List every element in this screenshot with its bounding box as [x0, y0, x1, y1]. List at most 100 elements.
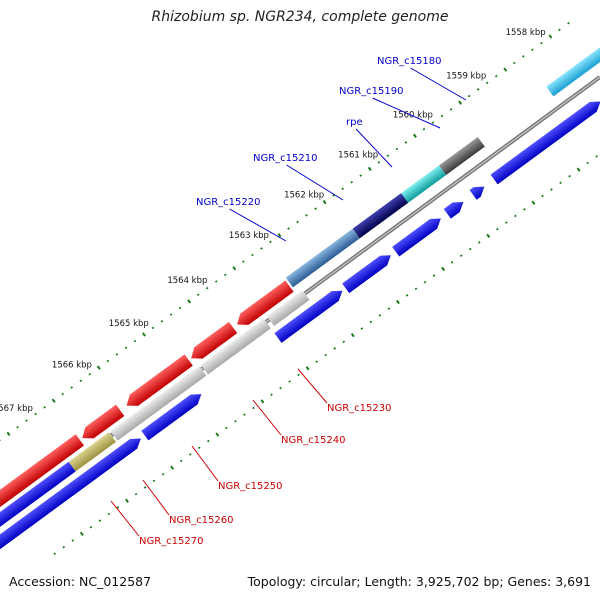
scale-tick: [16, 425, 19, 429]
reverse-strand-track: [0, 280, 294, 553]
gene-feature-bar[interactable]: [401, 165, 447, 203]
scale-tick: [387, 307, 391, 310]
scale-tick: [107, 512, 111, 516]
scale-tick: [541, 194, 544, 198]
scale-tick: [458, 100, 463, 105]
gene-label[interactable]: NGR_c15230: [327, 403, 392, 414]
kbp-label: 1562 kbp: [284, 190, 324, 200]
scale-tick: [523, 208, 526, 211]
scale-tick: [322, 199, 327, 205]
gene-feature-bar[interactable]: [0, 461, 76, 571]
scale-tick: [450, 261, 454, 264]
gene-leader-line: [297, 368, 328, 404]
scale-tick: [151, 326, 155, 330]
scale-tick: [531, 200, 536, 205]
scale-tick: [188, 453, 192, 456]
forward-arrow: [392, 218, 441, 257]
gene-leader-line: [142, 479, 170, 516]
gene-leader-line: [410, 67, 467, 101]
gene-leader-line: [355, 128, 393, 168]
accession-label: Accession: NC_012587: [9, 574, 152, 589]
scale-tick: [161, 473, 165, 476]
scale-tick: [550, 188, 553, 191]
gene-feature-bar[interactable]: [110, 365, 207, 441]
scale-tick: [53, 552, 57, 556]
scale-tick: [468, 247, 472, 251]
scale-tick: [287, 227, 290, 230]
scale-tick: [431, 121, 435, 124]
scale-tick: [440, 114, 444, 118]
scale-tick: [332, 194, 335, 197]
scale-tick: [449, 108, 453, 111]
scale-tick: [251, 253, 254, 257]
kbp-label: 1567 kbp: [0, 404, 33, 414]
gene-feature-bar[interactable]: [68, 432, 117, 472]
scale-tick: [206, 439, 210, 443]
gene-feature-bar[interactable]: [439, 136, 485, 176]
scale-tick: [106, 359, 110, 363]
scale-tick: [360, 327, 364, 330]
gene-label[interactable]: NGR_c15260: [169, 515, 234, 526]
feature-bars: [0, 30, 600, 571]
scale-tick: [133, 339, 137, 343]
scale-tick: [115, 353, 119, 356]
scale-tick: [485, 81, 489, 85]
kbp-label: 1561 kbp: [338, 151, 378, 161]
scale-tick: [505, 221, 508, 224]
kbp-label: 1564 kbp: [167, 276, 207, 286]
scale-tick: [6, 431, 11, 437]
scale-tick: [423, 280, 427, 284]
gene-label[interactable]: NGR_c15220: [196, 197, 261, 208]
scale-tick: [96, 365, 101, 370]
gene-leader-line: [286, 164, 344, 201]
reverse-arrow: [0, 434, 84, 553]
gene-label[interactable]: NGR_c15180: [377, 56, 442, 67]
gene-label[interactable]: rpe: [346, 117, 363, 128]
scale-tick: [242, 260, 245, 263]
scale-tick: [324, 353, 328, 357]
scale-tick: [514, 214, 517, 218]
gene-feature-bar[interactable]: [285, 228, 360, 288]
scale-tick: [559, 181, 562, 185]
scale-tick: [296, 220, 299, 224]
scale-tick: [413, 133, 417, 138]
scale-tick: [567, 21, 570, 25]
scale-tick: [196, 293, 200, 297]
forward-arrow: [443, 201, 464, 219]
scale-tick: [305, 366, 310, 371]
scale-tick: [342, 340, 346, 344]
scale-tick: [142, 332, 146, 337]
scale-tick: [414, 287, 418, 291]
scale-tick: [215, 432, 220, 437]
scale-tick: [396, 299, 400, 305]
forward-strand-track: [0, 101, 600, 586]
gene-leader-line: [110, 500, 140, 537]
kbp-label: 1558 kbp: [506, 28, 546, 38]
scale-tick: [187, 299, 192, 304]
gene-label[interactable]: NGR_c15240: [281, 435, 346, 446]
scale-tick: [270, 393, 273, 397]
scale-tick: [568, 174, 571, 178]
gene-feature-bar[interactable]: [546, 30, 600, 97]
scale-tick: [269, 240, 272, 244]
scale-tick: [315, 360, 318, 363]
scale-tick: [260, 399, 265, 404]
scale-tick: [494, 74, 498, 78]
gene-feature-bar[interactable]: [200, 318, 271, 375]
scale-tick: [223, 273, 227, 277]
scale-tick: [79, 379, 83, 383]
scale-tick: [34, 412, 37, 416]
gene-label[interactable]: NGR_c15270: [139, 536, 204, 547]
scale-tick: [476, 88, 480, 91]
gene-label[interactable]: NGR_c15210: [253, 153, 318, 164]
scale-tick: [134, 492, 138, 496]
scale-tick: [531, 48, 534, 51]
gene-feature-bar[interactable]: [266, 290, 310, 326]
inner-tick-row: [53, 155, 598, 556]
gene-label[interactable]: NGR_c15190: [339, 86, 404, 97]
scale-tick: [369, 320, 373, 324]
scale-tick: [25, 419, 28, 422]
gene-feature-bar[interactable]: [352, 193, 409, 239]
gene-label[interactable]: NGR_c15250: [218, 481, 283, 492]
